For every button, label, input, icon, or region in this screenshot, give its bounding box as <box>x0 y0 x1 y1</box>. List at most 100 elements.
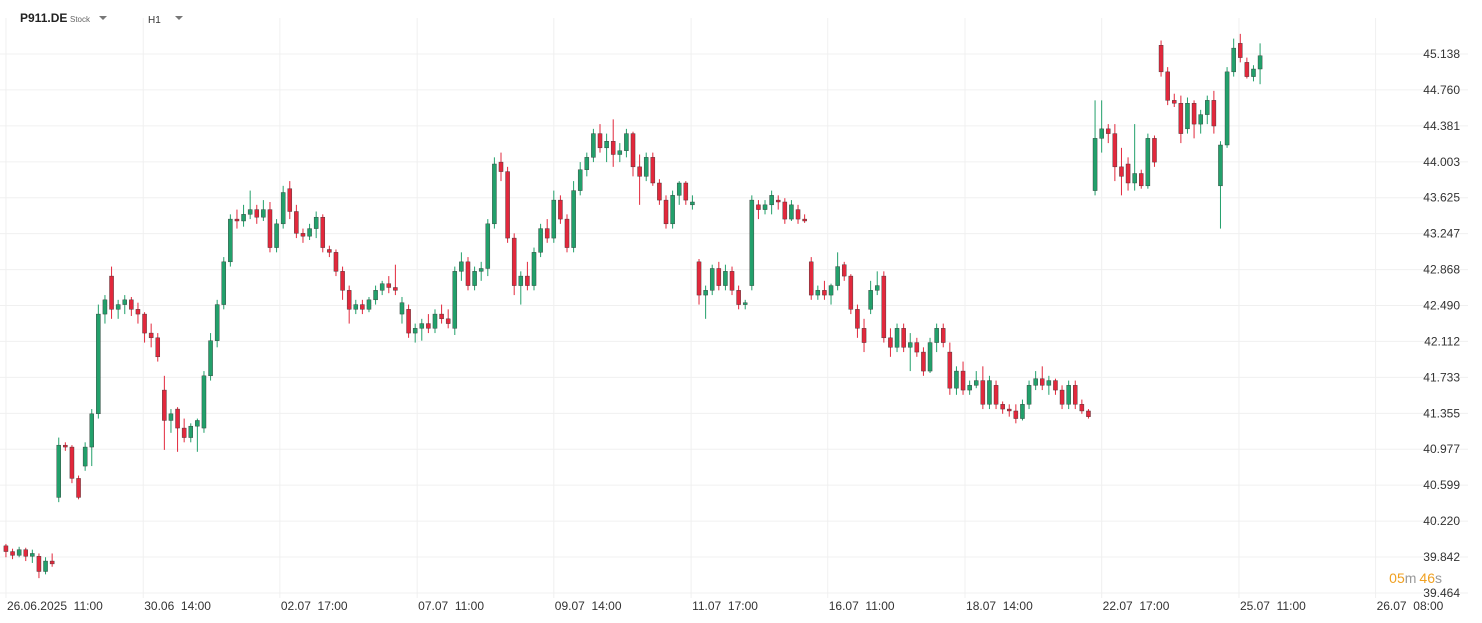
y-tick-label: 40.220 <box>1423 514 1460 528</box>
candle-body <box>1224 71 1230 146</box>
candle-body <box>63 444 68 448</box>
candle-body <box>894 328 900 348</box>
candle-body <box>525 275 530 286</box>
candle-body <box>1211 100 1217 127</box>
y-tick-label: 44.381 <box>1423 119 1460 133</box>
candle-body <box>109 275 114 310</box>
candle-body <box>940 328 946 343</box>
x-tick-label: 02.07 17:00 <box>281 599 348 613</box>
candle-body <box>16 549 22 556</box>
candle-body <box>974 380 979 386</box>
candle-body <box>551 199 557 239</box>
candle-body <box>1119 166 1124 177</box>
y-tick-label: 42.490 <box>1423 299 1460 313</box>
candle-body <box>624 133 629 151</box>
candle-body <box>373 290 378 301</box>
asset-type: Stock <box>70 15 91 24</box>
candle-body <box>465 261 471 286</box>
candle-body <box>769 195 774 206</box>
candle-body <box>927 342 933 372</box>
candle-body <box>954 370 959 389</box>
symbol[interactable]: P911.DE <box>20 11 67 25</box>
candle-body <box>254 209 260 218</box>
candle-body <box>571 190 576 248</box>
timeframe-dropdown[interactable] <box>175 16 183 20</box>
y-tick-label: 45.138 <box>1423 47 1460 61</box>
candle-body <box>412 328 418 334</box>
candle-body <box>1152 138 1157 163</box>
candle-body <box>439 313 444 320</box>
candle-body <box>815 290 821 296</box>
candle-body <box>188 425 194 438</box>
candle-body <box>1205 100 1210 115</box>
candle-body <box>657 182 662 201</box>
candle-body <box>76 478 81 498</box>
candle-body <box>426 323 431 329</box>
countdown-s: s <box>1435 570 1442 586</box>
grid <box>0 18 1468 598</box>
candle-body <box>1013 410 1019 419</box>
candle-body <box>478 268 484 272</box>
candle-body <box>1059 389 1065 405</box>
candle-body <box>181 427 187 438</box>
x-tick-label: 26.07 08:00 <box>1377 599 1444 613</box>
candle-body <box>921 351 926 372</box>
candle-body <box>538 228 543 253</box>
candle-body <box>221 261 227 305</box>
candle-body <box>445 318 451 324</box>
candle-body <box>1053 380 1058 391</box>
candle-body <box>406 309 411 334</box>
candle-body <box>663 199 669 225</box>
candle-body <box>716 268 722 286</box>
candle-body <box>1092 138 1098 191</box>
candle-body <box>775 199 781 203</box>
candle-body <box>340 271 345 291</box>
candle-body <box>300 233 306 237</box>
candle-body <box>742 302 748 305</box>
candle-body <box>168 413 174 421</box>
x-tick-label: 26.06.2025 11:00 <box>7 599 103 613</box>
candle-body <box>591 133 596 158</box>
y-tick-label: 39.464 <box>1423 586 1460 600</box>
candle-body <box>327 249 332 253</box>
candle-body <box>10 551 15 556</box>
candle-body <box>1145 138 1151 187</box>
candle-body <box>643 157 649 177</box>
countdown-seconds: 46 <box>1419 570 1435 586</box>
candle-body <box>129 299 134 310</box>
candle-body <box>1125 163 1131 184</box>
y-tick-label: 41.733 <box>1423 370 1460 384</box>
timeframe[interactable]: H1 <box>148 15 161 26</box>
candle-body <box>294 211 299 234</box>
candle-body <box>228 218 233 263</box>
candle-body <box>195 420 200 427</box>
candle-body <box>3 545 9 552</box>
candle-body <box>1178 103 1184 134</box>
candle-body <box>419 323 425 329</box>
candle-body <box>353 304 359 310</box>
candle-body <box>360 304 365 310</box>
candle-body <box>1033 378 1038 386</box>
candle-body <box>802 218 807 222</box>
candle-body <box>1073 385 1078 405</box>
x-tick-label: 25.07 11:00 <box>1240 599 1306 613</box>
candle-body <box>789 204 794 220</box>
candle-body <box>782 201 788 220</box>
candle-body <box>604 141 609 149</box>
candle-body <box>155 337 161 358</box>
candle-body <box>670 195 675 225</box>
candle-body <box>690 201 695 206</box>
candle-body <box>307 228 312 237</box>
candle-body <box>142 313 147 334</box>
symbol-dropdown[interactable] <box>99 16 107 20</box>
candle-body <box>135 309 141 315</box>
x-tick-label: 18.07 14:00 <box>966 599 1033 613</box>
candle-body <box>89 413 94 448</box>
candle-body <box>1191 103 1197 125</box>
candle-body <box>1238 43 1243 58</box>
candle-body <box>683 182 689 201</box>
candle-body <box>597 133 603 149</box>
candle-body <box>1112 133 1118 168</box>
candle-body <box>914 342 920 353</box>
